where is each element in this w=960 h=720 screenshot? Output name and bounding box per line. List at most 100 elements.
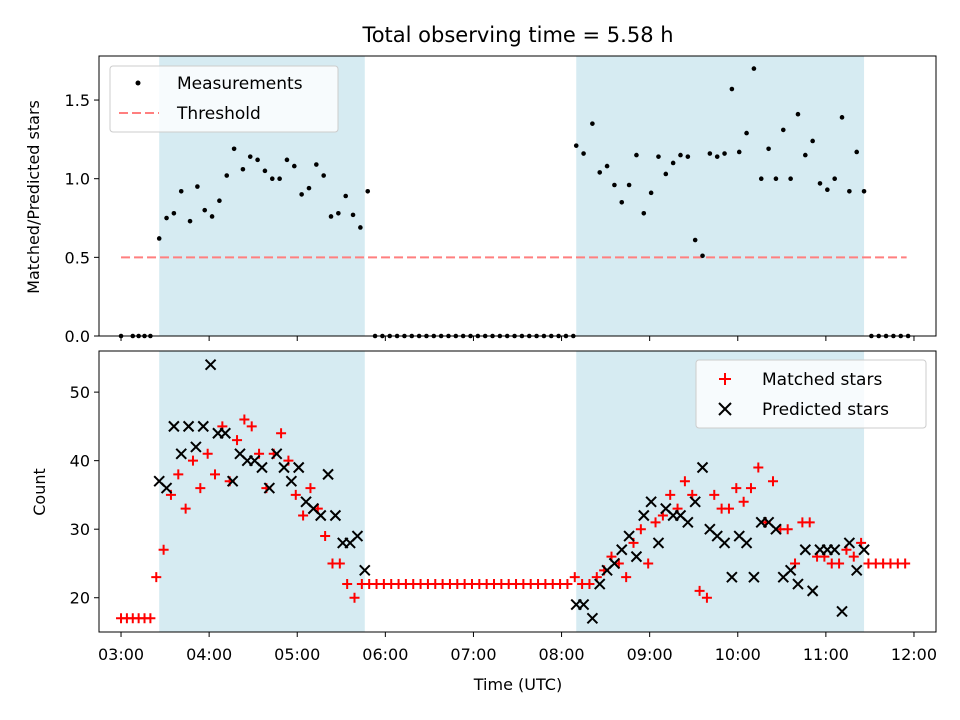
measurement-point — [751, 66, 757, 71]
x-tick-label: 09:00 — [627, 645, 673, 664]
matched-star-point — [782, 524, 793, 535]
top-panel: 0.0 0.5 1.0 1.5 Total observing time = 5.58… — [24, 23, 937, 346]
predicted-star-point — [256, 461, 268, 474]
measurement-point — [277, 176, 282, 181]
matched-star-point — [158, 544, 169, 555]
measurement-point — [202, 207, 208, 213]
bottom-axis-ticks: 20 30 40 50 03:00 04:00 05:00 06:00 07:00 08:00 09… — [70, 383, 937, 664]
predicted-star-point — [696, 461, 709, 474]
predicted-star-point — [858, 544, 870, 556]
predicted-star-point — [285, 475, 298, 487]
predicted-star-markers — [153, 358, 870, 625]
predicted-star-point — [278, 461, 290, 474]
matched-star-point — [584, 579, 595, 590]
predicted-star-point — [792, 578, 804, 590]
predicted-star-point — [770, 523, 782, 535]
measurement-point — [825, 187, 830, 193]
predicted-star-point — [263, 482, 276, 494]
measurement-point — [292, 163, 297, 169]
bottom-y-tick-label: 40 — [70, 452, 90, 471]
x-tick-label: 11:00 — [803, 645, 849, 664]
measurement-point — [832, 176, 837, 181]
chart-title: Total observing time = 5.58 h — [361, 23, 673, 47]
matched-star-point — [804, 517, 815, 528]
measurement-point — [365, 188, 371, 194]
predicted-star-point — [828, 544, 841, 556]
matched-star-point — [834, 558, 845, 569]
predicted-star-point — [630, 550, 643, 563]
legend-label-measurements: Measurements — [177, 74, 303, 94]
measurement-point — [722, 151, 727, 156]
matched-star-point — [738, 496, 749, 507]
measurement-point — [336, 211, 341, 216]
legend-label-matched: Matched stars — [762, 370, 882, 390]
measurement-point — [707, 151, 713, 156]
measurement-point — [744, 130, 749, 136]
predicted-star-point — [682, 516, 694, 529]
measurement-point — [700, 253, 705, 259]
matched-star-point — [848, 551, 859, 562]
predicted-star-point — [594, 578, 606, 590]
measurement-point — [656, 154, 661, 159]
measurement-point — [641, 211, 647, 216]
measurement-point — [321, 173, 326, 178]
predicted-star-point — [204, 358, 217, 371]
measurement-point — [597, 170, 603, 175]
matched-star-point — [349, 592, 360, 603]
matched-star-point — [753, 462, 764, 473]
measurement-point — [648, 190, 654, 196]
measurement-point — [634, 152, 639, 158]
predicted-star-point — [586, 612, 599, 625]
measurement-point — [810, 138, 815, 144]
predicted-star-point — [270, 448, 283, 460]
measurement-point — [164, 215, 169, 221]
measurement-point — [604, 163, 610, 169]
x-tick-label: 07:00 — [450, 645, 496, 664]
matched-star-point — [709, 489, 720, 500]
predicted-star-point — [843, 537, 856, 549]
top-y-axis-label: Matched/Predicted stars — [24, 100, 43, 294]
measurement-point — [156, 236, 162, 241]
top-y-tick-label: 1.0 — [65, 170, 90, 189]
measurement-point — [626, 182, 632, 188]
measurement-point — [247, 154, 253, 159]
measurement-point — [758, 176, 764, 181]
x-axis-label: Time (UTC) — [473, 675, 562, 694]
measurement-point — [854, 149, 860, 155]
predicted-star-point — [652, 537, 665, 549]
measurement-point — [795, 111, 801, 117]
measurement-point — [573, 143, 579, 148]
matched-star-point — [232, 435, 243, 446]
top-y-tick-label: 0.5 — [65, 248, 90, 267]
matched-star-point — [900, 558, 911, 569]
matched-star-point — [650, 517, 661, 528]
predicted-star-point — [168, 420, 180, 433]
predicted-star-point — [219, 427, 231, 439]
matched-star-markers — [116, 414, 911, 624]
matched-star-point — [334, 558, 345, 569]
x-tick-label: 04:00 — [186, 645, 232, 664]
matched-star-point — [643, 558, 654, 569]
bottom-axes-frame — [98, 350, 937, 633]
measurement-point — [240, 166, 246, 172]
matched-star-point — [562, 579, 573, 590]
measurement-point — [692, 237, 698, 243]
measurement-point — [306, 185, 312, 191]
matched-star-point — [151, 572, 162, 583]
predicted-star-point — [197, 420, 209, 433]
predicted-star-point — [799, 544, 812, 556]
measurement-point — [195, 184, 200, 189]
measurement-point — [224, 173, 230, 178]
matched-star-point — [621, 572, 632, 583]
predicted-star-point — [351, 530, 364, 542]
measurement-point — [217, 198, 222, 204]
bottom-legend-box — [695, 359, 927, 429]
matched-star-point — [723, 503, 734, 514]
matched-star-point — [210, 469, 221, 480]
predicted-star-point — [359, 564, 371, 577]
matched-star-point — [635, 524, 646, 535]
measurement-point — [736, 149, 742, 155]
matched-star-point — [180, 503, 191, 514]
x-tick-label: 10:00 — [715, 645, 761, 664]
